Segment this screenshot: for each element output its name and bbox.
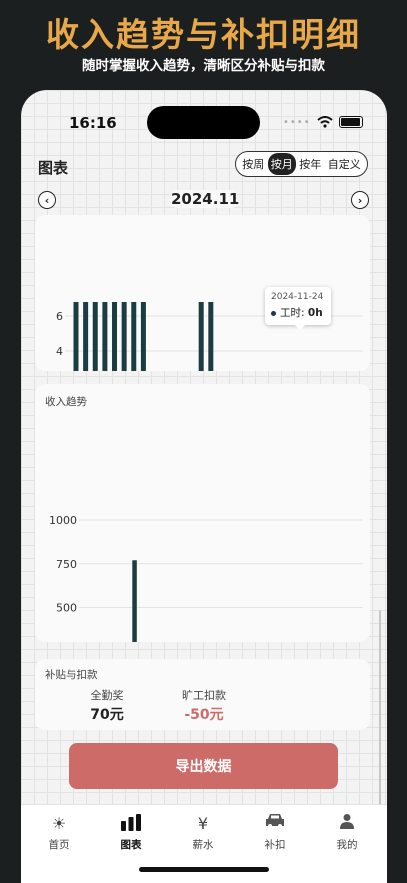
- tab-chart[interactable]: 图表: [106, 813, 156, 852]
- status-icons: ••••: [283, 116, 363, 128]
- tab-month[interactable]: 按月: [267, 153, 296, 175]
- tab-home-label: 首页: [48, 839, 70, 851]
- tab-home[interactable]: ☀ 首页: [34, 813, 84, 852]
- signal-icon: ••••: [283, 116, 311, 128]
- bar[interactable]: [73, 302, 79, 421]
- y-tick-label: 500: [56, 602, 77, 615]
- bar[interactable]: [92, 302, 98, 421]
- phone-screen: 16:16 •••• 图表 按周 按月 按年 自定义 ‹ 2024.11 › 0…: [21, 90, 387, 883]
- absence-deduction-label: 旷工扣款: [182, 689, 226, 702]
- page-title: 图表: [38, 159, 69, 177]
- promo-subtitle: 随时掌握收入趋势，清晰区分补贴与扣款: [82, 58, 325, 74]
- y-tick-label: 1000: [49, 514, 77, 527]
- period-selector: 按周 按月 按年 自定义: [235, 151, 368, 177]
- bar[interactable]: [208, 302, 214, 421]
- next-month-button[interactable]: ›: [351, 191, 369, 209]
- attendance-bonus-value: 70元: [90, 707, 124, 723]
- tab-custom[interactable]: 自定义: [327, 158, 361, 171]
- bar[interactable]: [102, 302, 108, 421]
- promo-title: 收入趋势与补扣明细: [46, 15, 361, 54]
- tab-profile-label: 我的: [336, 839, 358, 851]
- bar[interactable]: [112, 302, 118, 421]
- tab-salary-label: 薪水: [192, 839, 214, 851]
- income-chart: 0250500750100014710131619222528: [49, 514, 363, 718]
- tab-subsidy[interactable]: 补扣: [250, 813, 300, 852]
- tab-profile[interactable]: 我的: [322, 813, 372, 852]
- income-chart-card: 收入趋势 0250500750100014710131619222528: [35, 384, 370, 718]
- bar[interactable]: [121, 302, 127, 421]
- attendance-bonus-label: 全勤奖: [90, 689, 124, 702]
- chevron-right-icon: ›: [357, 193, 363, 207]
- month-label: 2024.11: [171, 190, 240, 208]
- status-time: 16:16: [69, 114, 117, 132]
- chevron-left-icon: ‹: [44, 193, 50, 207]
- bar[interactable]: [132, 560, 137, 695]
- y-tick-label: 750: [56, 558, 77, 571]
- car-icon: [250, 813, 300, 835]
- gridlines: [79, 519, 363, 696]
- y-tick-label: 6: [56, 310, 63, 323]
- tab-week[interactable]: 按周: [242, 158, 265, 171]
- export-data-button[interactable]: 导出数据: [69, 743, 338, 789]
- dynamic-island: [147, 106, 260, 139]
- tooltip-dot-icon: [271, 310, 276, 316]
- tab-subsidy-label: 补扣: [264, 839, 286, 851]
- tab-chart-label: 图表: [120, 839, 142, 851]
- sun-icon: ☀: [51, 814, 67, 833]
- scrollbar[interactable]: [379, 610, 381, 810]
- subsidy-title: 补贴与扣款: [45, 669, 98, 681]
- tab-bar: ☀ 首页 图表 ¥ 薪水 补扣 我的: [21, 804, 387, 883]
- tooltip-value: 0h: [307, 307, 323, 319]
- wifi-icon: [316, 116, 333, 128]
- tab-salary[interactable]: ¥ 薪水: [178, 813, 228, 852]
- bar[interactable]: [198, 302, 204, 421]
- tab-year[interactable]: 按年: [299, 158, 322, 171]
- bar-chart-icon: [106, 813, 156, 835]
- prev-month-button[interactable]: ‹: [38, 191, 56, 209]
- tooltip-label: 工时:: [280, 307, 305, 319]
- tooltip-date: 2024-11-24: [271, 292, 324, 302]
- y-tick-label: 4: [56, 345, 63, 358]
- chart-tooltip: 2024-11-24 工时: 0h: [265, 287, 331, 330]
- income-chart-title: 收入趋势: [45, 396, 87, 408]
- bar[interactable]: [83, 302, 89, 421]
- battery-icon: [338, 116, 363, 128]
- bar[interactable]: [140, 302, 146, 421]
- person-icon: [322, 813, 372, 835]
- subsidy-card: 补贴与扣款 全勤奖 70元 旷工扣款 -50元: [35, 659, 370, 730]
- home-indicator: [139, 867, 269, 872]
- absence-deduction-value: -50元: [184, 707, 224, 723]
- yen-icon: ¥: [197, 814, 209, 833]
- bar[interactable]: [131, 302, 137, 421]
